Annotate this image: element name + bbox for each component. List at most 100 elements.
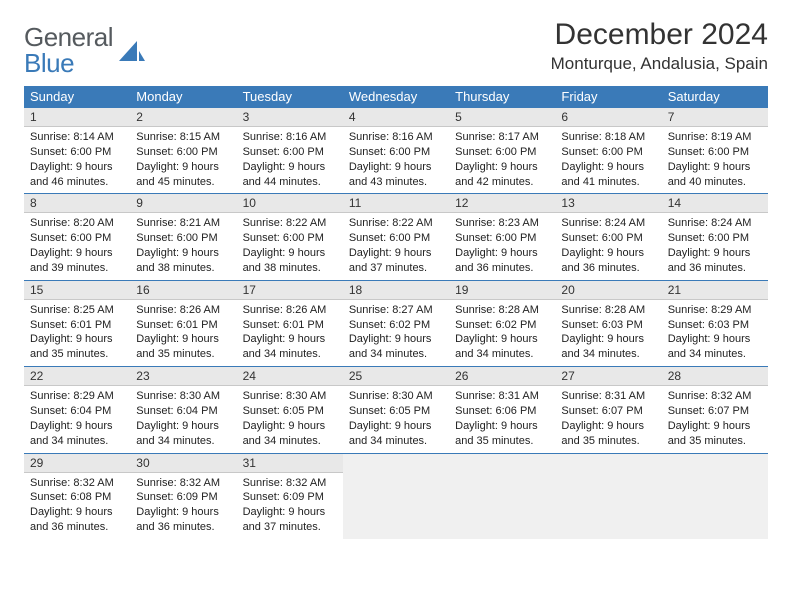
calendar-cell: 22Sunrise: 8:29 AMSunset: 6:04 PMDayligh… (24, 366, 130, 452)
sunset-line: Sunset: 6:00 PM (243, 231, 337, 246)
day-details: Sunrise: 8:14 AMSunset: 6:00 PMDaylight:… (24, 127, 130, 193)
day-details: Sunrise: 8:32 AMSunset: 6:08 PMDaylight:… (24, 473, 130, 539)
calendar-row: 8Sunrise: 8:20 AMSunset: 6:00 PMDaylight… (24, 193, 768, 279)
sunset-line: Sunset: 6:00 PM (30, 145, 124, 160)
daylight-line1: Daylight: 9 hours (243, 332, 337, 347)
daylight-line1: Daylight: 9 hours (668, 160, 762, 175)
calendar-cell: 26Sunrise: 8:31 AMSunset: 6:06 PMDayligh… (449, 366, 555, 452)
daylight-line1: Daylight: 9 hours (136, 160, 230, 175)
calendar-cell: 30Sunrise: 8:32 AMSunset: 6:09 PMDayligh… (130, 453, 236, 539)
daylight-line1: Daylight: 9 hours (668, 419, 762, 434)
daylight-line1: Daylight: 9 hours (349, 246, 443, 261)
sunset-line: Sunset: 6:00 PM (136, 145, 230, 160)
location-text: Monturque, Andalusia, Spain (551, 54, 768, 74)
sunset-line: Sunset: 6:03 PM (668, 318, 762, 333)
day-number: 25 (343, 366, 449, 386)
sunset-line: Sunset: 6:00 PM (136, 231, 230, 246)
day-number: 29 (24, 453, 130, 473)
day-details: Sunrise: 8:28 AMSunset: 6:03 PMDaylight:… (555, 300, 661, 366)
calendar-cell: 17Sunrise: 8:26 AMSunset: 6:01 PMDayligh… (237, 280, 343, 366)
day-number: 12 (449, 193, 555, 213)
day-details: Sunrise: 8:30 AMSunset: 6:05 PMDaylight:… (343, 386, 449, 452)
blank-cell (343, 453, 449, 539)
title-block: December 2024 Monturque, Andalusia, Spai… (551, 18, 768, 74)
daylight-line1: Daylight: 9 hours (30, 332, 124, 347)
day-number: 13 (555, 193, 661, 213)
sunrise-line: Sunrise: 8:26 AM (136, 303, 230, 318)
weekday-header: Saturday (662, 86, 768, 107)
day-number: 14 (662, 193, 768, 213)
blank-cell (555, 453, 661, 539)
sunset-line: Sunset: 6:09 PM (136, 490, 230, 505)
sunset-line: Sunset: 6:00 PM (455, 145, 549, 160)
calendar-cell: 5Sunrise: 8:17 AMSunset: 6:00 PMDaylight… (449, 107, 555, 193)
day-number: 2 (130, 107, 236, 127)
daylight-line2: and 39 minutes. (30, 261, 124, 276)
daylight-line2: and 35 minutes. (455, 434, 549, 449)
day-number: 1 (24, 107, 130, 127)
calendar-row: 15Sunrise: 8:25 AMSunset: 6:01 PMDayligh… (24, 280, 768, 366)
calendar-cell: 13Sunrise: 8:24 AMSunset: 6:00 PMDayligh… (555, 193, 661, 279)
daylight-line2: and 45 minutes. (136, 175, 230, 190)
month-title: December 2024 (551, 18, 768, 52)
daylight-line1: Daylight: 9 hours (668, 332, 762, 347)
sunrise-line: Sunrise: 8:14 AM (30, 130, 124, 145)
daylight-line2: and 37 minutes. (243, 520, 337, 535)
daylight-line1: Daylight: 9 hours (136, 419, 230, 434)
daylight-line1: Daylight: 9 hours (349, 419, 443, 434)
day-details: Sunrise: 8:29 AMSunset: 6:03 PMDaylight:… (662, 300, 768, 366)
calendar-cell: 9Sunrise: 8:21 AMSunset: 6:00 PMDaylight… (130, 193, 236, 279)
sunrise-line: Sunrise: 8:31 AM (455, 389, 549, 404)
sunrise-line: Sunrise: 8:16 AM (349, 130, 443, 145)
day-details: Sunrise: 8:31 AMSunset: 6:06 PMDaylight:… (449, 386, 555, 452)
daylight-line1: Daylight: 9 hours (349, 332, 443, 347)
sunrise-line: Sunrise: 8:30 AM (243, 389, 337, 404)
day-number: 24 (237, 366, 343, 386)
daylight-line2: and 36 minutes. (136, 520, 230, 535)
day-number: 17 (237, 280, 343, 300)
calendar-cell: 11Sunrise: 8:22 AMSunset: 6:00 PMDayligh… (343, 193, 449, 279)
calendar-row: 22Sunrise: 8:29 AMSunset: 6:04 PMDayligh… (24, 366, 768, 452)
calendar-body: 1Sunrise: 8:14 AMSunset: 6:00 PMDaylight… (24, 107, 768, 539)
header-row: General Blue December 2024 Monturque, An… (24, 18, 768, 76)
day-details: Sunrise: 8:21 AMSunset: 6:00 PMDaylight:… (130, 213, 236, 279)
day-details: Sunrise: 8:20 AMSunset: 6:00 PMDaylight:… (24, 213, 130, 279)
daylight-line2: and 34 minutes. (243, 347, 337, 362)
sunrise-line: Sunrise: 8:25 AM (30, 303, 124, 318)
day-number: 23 (130, 366, 236, 386)
sunset-line: Sunset: 6:04 PM (136, 404, 230, 419)
weekday-header: Sunday (24, 86, 130, 107)
day-details: Sunrise: 8:26 AMSunset: 6:01 PMDaylight:… (130, 300, 236, 366)
calendar-cell: 8Sunrise: 8:20 AMSunset: 6:00 PMDaylight… (24, 193, 130, 279)
day-number: 4 (343, 107, 449, 127)
daylight-line1: Daylight: 9 hours (561, 419, 655, 434)
daylight-line2: and 44 minutes. (243, 175, 337, 190)
calendar-cell: 19Sunrise: 8:28 AMSunset: 6:02 PMDayligh… (449, 280, 555, 366)
daylight-line2: and 36 minutes. (30, 520, 124, 535)
day-number: 16 (130, 280, 236, 300)
calendar-cell: 1Sunrise: 8:14 AMSunset: 6:00 PMDaylight… (24, 107, 130, 193)
sunset-line: Sunset: 6:07 PM (668, 404, 762, 419)
daylight-line1: Daylight: 9 hours (136, 505, 230, 520)
sunset-line: Sunset: 6:02 PM (455, 318, 549, 333)
daylight-line1: Daylight: 9 hours (349, 160, 443, 175)
day-details: Sunrise: 8:30 AMSunset: 6:04 PMDaylight:… (130, 386, 236, 452)
daylight-line2: and 35 minutes. (668, 434, 762, 449)
daylight-line2: and 34 minutes. (349, 347, 443, 362)
day-details: Sunrise: 8:19 AMSunset: 6:00 PMDaylight:… (662, 127, 768, 193)
daylight-line2: and 38 minutes. (136, 261, 230, 276)
day-details: Sunrise: 8:23 AMSunset: 6:00 PMDaylight:… (449, 213, 555, 279)
day-number: 19 (449, 280, 555, 300)
calendar-cell (662, 453, 768, 539)
calendar-page: General Blue December 2024 Monturque, An… (0, 0, 792, 557)
daylight-line2: and 35 minutes. (136, 347, 230, 362)
sunset-line: Sunset: 6:01 PM (136, 318, 230, 333)
day-number: 11 (343, 193, 449, 213)
calendar-cell (343, 453, 449, 539)
sunrise-line: Sunrise: 8:30 AM (349, 389, 443, 404)
sunrise-line: Sunrise: 8:32 AM (243, 476, 337, 491)
daylight-line1: Daylight: 9 hours (243, 505, 337, 520)
logo-sail-icon (117, 37, 147, 63)
day-number: 10 (237, 193, 343, 213)
daylight-line1: Daylight: 9 hours (136, 246, 230, 261)
